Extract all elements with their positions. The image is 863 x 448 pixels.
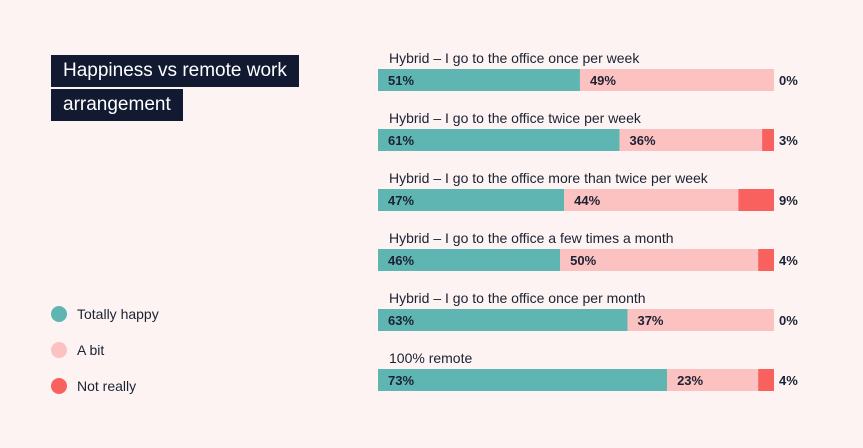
bar-segment-a-bit	[579, 69, 774, 91]
data-label-a-bit: 36%	[630, 133, 656, 148]
bar-segment-not-really	[758, 369, 774, 391]
legend-item-totally-happy: Totally happy	[51, 296, 159, 332]
bar-segment-not-really	[762, 129, 774, 151]
data-label-not-really: 4%	[779, 373, 798, 388]
data-label-totally-happy: 73%	[388, 373, 414, 388]
data-label-a-bit: 44%	[574, 193, 600, 208]
legend-swatch-not-really	[51, 378, 67, 394]
category-label: Hybrid – I go to the office a few times …	[389, 230, 674, 246]
legend-swatch-a-bit	[51, 342, 67, 358]
category-label: Hybrid – I go to the office twice per we…	[389, 110, 642, 126]
category-label: Hybrid – I go to the office once per wee…	[389, 50, 640, 66]
chart-title-line-2: arrangement	[51, 89, 183, 121]
data-label-not-really: 9%	[779, 193, 798, 208]
chart-title: Happiness vs remote work arrangement	[51, 55, 299, 123]
bar-segment-a-bit	[564, 189, 739, 211]
category-label: Hybrid – I go to the office once per mon…	[389, 290, 646, 306]
legend-label-totally-happy: Totally happy	[77, 306, 159, 322]
data-label-a-bit: 23%	[677, 373, 703, 388]
data-label-a-bit: 37%	[637, 313, 663, 328]
legend-label-a-bit: A bit	[77, 342, 105, 358]
data-label-a-bit: 50%	[570, 253, 596, 268]
data-label-not-really: 3%	[779, 133, 798, 148]
data-label-not-really: 4%	[779, 253, 798, 268]
bar-segment-a-bit	[667, 369, 759, 391]
data-label-a-bit: 49%	[590, 73, 616, 88]
category-label: Hybrid – I go to the office more than tw…	[389, 170, 709, 186]
data-label-totally-happy: 51%	[388, 73, 414, 88]
bar-segment-a-bit	[560, 249, 759, 271]
data-label-totally-happy: 46%	[388, 253, 414, 268]
legend-item-a-bit: A bit	[51, 332, 159, 368]
bar-segment-a-bit	[627, 309, 774, 331]
data-label-not-really: 0%	[779, 313, 798, 328]
bar-segment-totally-happy	[378, 309, 628, 331]
legend: Totally happy A bit Not really	[51, 296, 159, 404]
legend-swatch-totally-happy	[51, 306, 67, 322]
data-label-totally-happy: 61%	[388, 133, 414, 148]
legend-item-not-really: Not really	[51, 368, 159, 404]
bar-segment-totally-happy	[378, 249, 561, 271]
data-label-totally-happy: 63%	[388, 313, 414, 328]
bar-segment-not-really	[738, 189, 774, 211]
bar-segment-totally-happy	[378, 189, 565, 211]
bar-segment-totally-happy	[378, 69, 580, 91]
bar-segment-totally-happy	[378, 129, 620, 151]
data-label-totally-happy: 47%	[388, 193, 414, 208]
bar-segment-not-really	[758, 249, 774, 271]
bar-segment-totally-happy	[378, 369, 668, 391]
bar-segment-a-bit	[619, 129, 763, 151]
data-label-not-really: 0%	[779, 73, 798, 88]
chart-title-line-1: Happiness vs remote work	[51, 55, 299, 87]
category-label: 100% remote	[389, 350, 472, 366]
legend-label-not-really: Not really	[77, 378, 137, 394]
